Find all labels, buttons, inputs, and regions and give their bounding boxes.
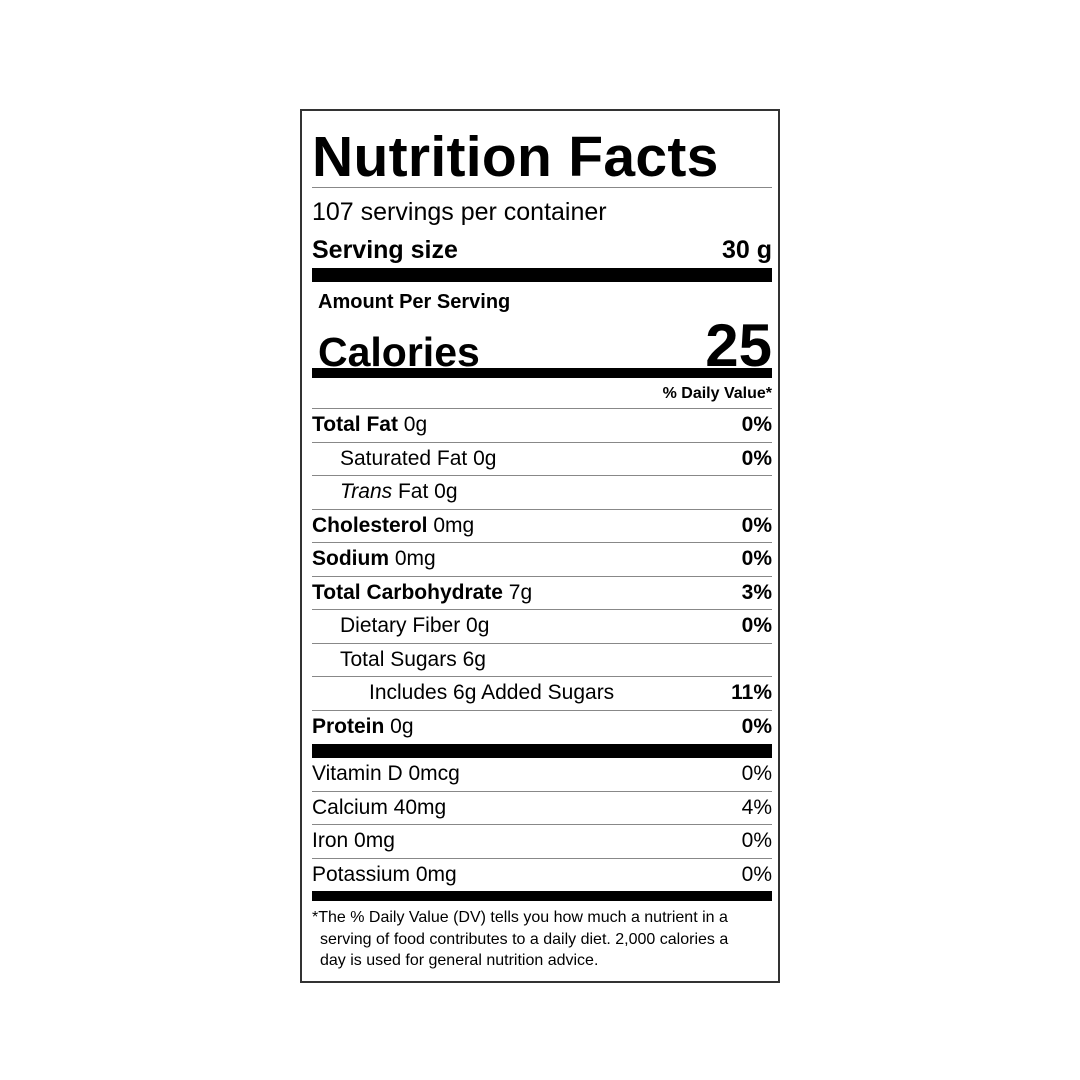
nutrient-row-added-sugars: Includes 6g Added Sugars 11% [312, 677, 772, 711]
serving-size-value: 30 g [721, 236, 772, 264]
footnote: *The % Daily Value (DV) tells you how mu… [312, 907, 772, 972]
label-title: Nutrition Facts [312, 125, 719, 189]
divider [312, 408, 772, 409]
amount-per-serving: Amount Per Serving [318, 291, 511, 313]
nutrient-name-italic: Trans [340, 480, 393, 504]
footnote-line: day is used for general nutrition advice… [320, 952, 599, 969]
footnote-line: serving of food contributes to a daily d… [320, 930, 729, 948]
nutrient-row-total-carbohydrate: Total Carbohydrate 7g 3% [312, 577, 772, 610]
thick-divider [312, 268, 772, 282]
nutrient-name: Dietary Fiber 0g [340, 614, 490, 638]
nutrient-name: Sodium [312, 547, 389, 571]
serving-size: Serving size 30 g [312, 235, 772, 265]
vitamin-list: Vitamin D 0mcg 0% Calcium 40mg 4% Iron 0mg… [312, 758, 772, 892]
calories-value: 25 [705, 312, 772, 379]
vitamin-row-calcium: Calcium 40mg 4% [312, 792, 772, 825]
thick-divider [312, 368, 772, 378]
vitamin-dv: 0% [741, 829, 772, 853]
daily-value-header: % Daily Value* [662, 385, 772, 402]
footnote-line: *The % Daily Value (DV) tells you how mu… [312, 909, 728, 926]
calories-label: Calories [318, 329, 480, 375]
vitamin-row-potassium: Potassium 0mg 0% [312, 859, 772, 893]
nutrient-name: Total Sugars 6g [340, 647, 486, 671]
nutrient-name: Total Fat [312, 413, 398, 437]
nutrient-dv: 0% [741, 446, 772, 470]
vitamin-name: Iron 0mg [312, 829, 395, 853]
nutrition-facts-label: Nutrition Facts 107 servings per contain… [300, 109, 780, 983]
nutrient-dv: 0% [741, 614, 772, 638]
thick-divider [312, 744, 772, 758]
nutrient-name: Protein [312, 715, 385, 739]
vitamin-row-iron: Iron 0mg 0% [312, 825, 772, 859]
vitamin-name: Potassium 0mg [312, 863, 457, 887]
nutrient-amount: 0g [384, 715, 414, 739]
vitamin-name: Calcium 40mg [312, 795, 447, 819]
nutrient-row-dietary-fiber: Dietary Fiber 0g 0% [312, 610, 772, 644]
nutrient-row-protein: Protein 0g 0% [312, 711, 772, 745]
nutrient-name: Cholesterol [312, 513, 428, 537]
nutrient-name: Total Carbohydrate [312, 580, 503, 604]
nutrient-name: Fat 0g [392, 480, 458, 504]
nutrient-amount: 7g [502, 580, 533, 604]
vitamin-dv: 0% [741, 762, 772, 786]
vitamin-row-vitamin-d: Vitamin D 0mcg 0% [312, 758, 772, 792]
vitamin-dv: 0% [741, 863, 772, 887]
nutrient-amount: 0mg [427, 513, 475, 537]
nutrient-amount: 0mg [389, 547, 436, 571]
nutrient-row-sodium: Sodium 0mg 0% [312, 543, 772, 577]
thick-divider [312, 891, 772, 901]
nutrient-list: Total Fat 0g 0% Saturated Fat 0g 0% Trans … [312, 409, 772, 744]
nutrient-row-total-sugars: Total Sugars 6g [312, 644, 772, 677]
nutrient-dv: 11% [731, 681, 772, 705]
nutrient-name: Saturated Fat 0g [340, 446, 497, 470]
nutrient-row-saturated-fat: Saturated Fat 0g 0% [312, 443, 772, 476]
nutrient-row-cholesterol: Cholesterol 0mg 0% [312, 510, 772, 543]
nutrient-dv: 0% [741, 413, 772, 437]
divider [312, 187, 772, 188]
nutrient-dv: 3% [741, 580, 772, 604]
nutrient-row-trans-fat: Trans Fat 0g [312, 476, 772, 510]
nutrient-dv: 0% [741, 715, 772, 739]
nutrient-amount: 0g [397, 413, 428, 437]
nutrient-row-total-fat: Total Fat 0g 0% [312, 409, 772, 443]
calories-row: Calories 25 [318, 315, 772, 377]
nutrient-dv: 0% [741, 547, 772, 571]
serving-size-label: Serving size [312, 236, 458, 264]
nutrient-name: Includes 6g Added Sugars [369, 681, 615, 705]
servings-per-container: 107 servings per container [312, 198, 607, 226]
nutrient-dv: 0% [741, 513, 772, 537]
vitamin-name: Vitamin D 0mcg [312, 762, 460, 786]
vitamin-dv: 4% [741, 795, 772, 819]
